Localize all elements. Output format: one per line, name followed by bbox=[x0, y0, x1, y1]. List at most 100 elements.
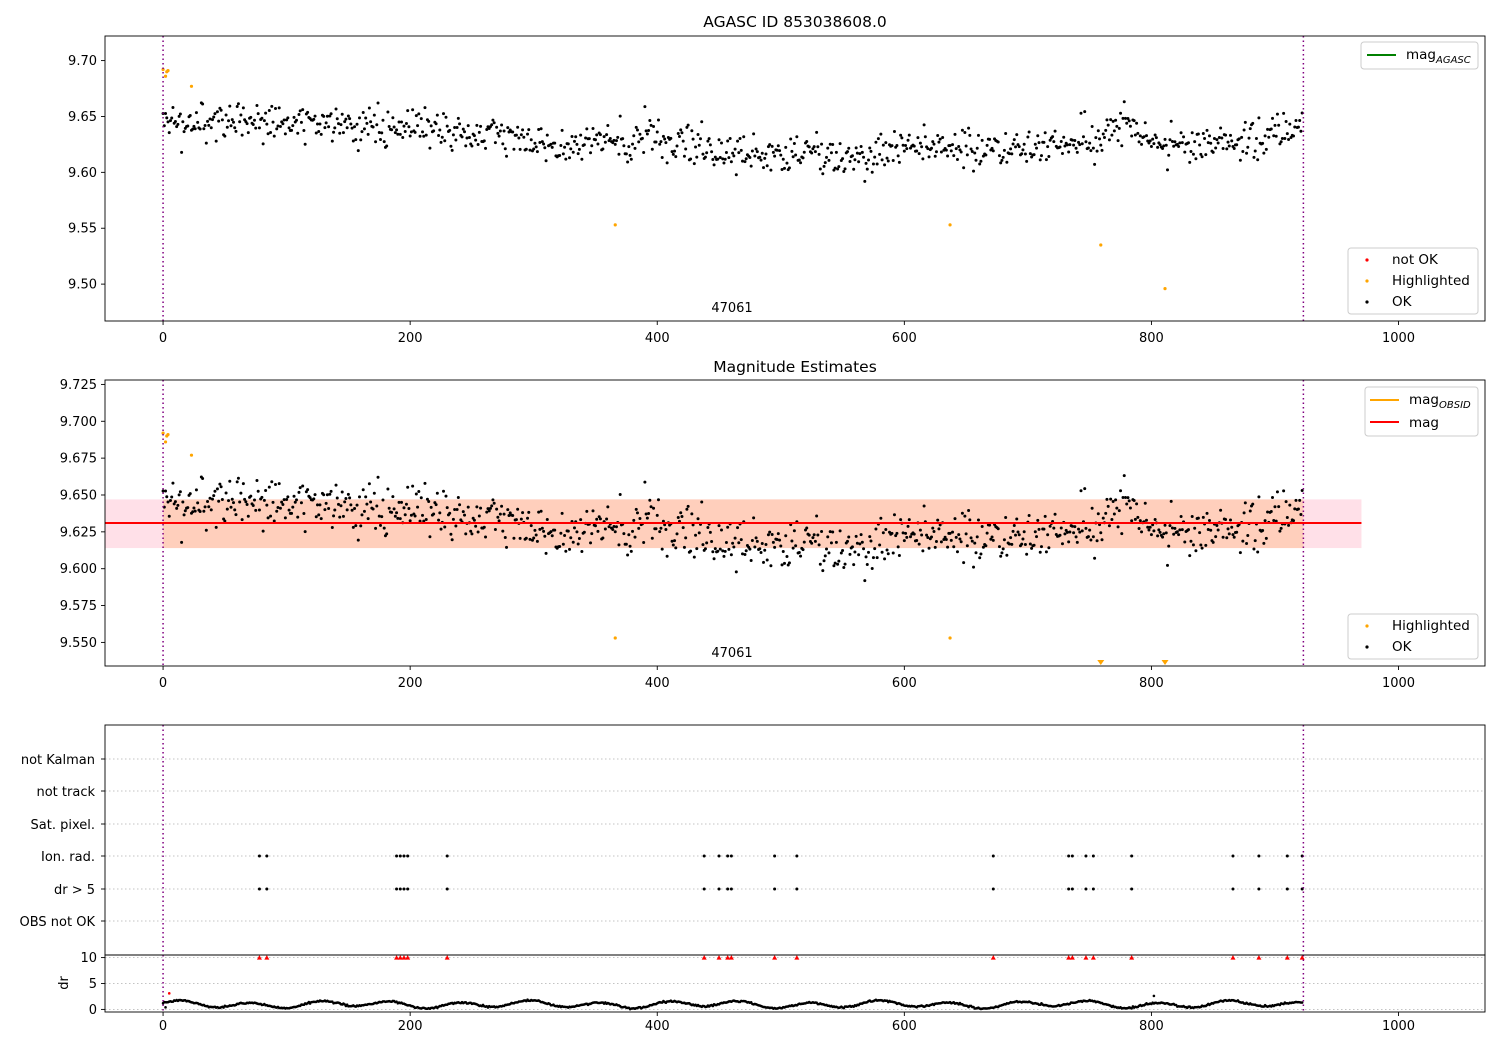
ok-point bbox=[246, 131, 250, 135]
ok-point bbox=[364, 116, 368, 120]
ok-point bbox=[1128, 506, 1132, 510]
ok-point bbox=[180, 150, 184, 154]
ok-point bbox=[1216, 141, 1220, 145]
ok-point bbox=[1001, 547, 1005, 551]
ok-point bbox=[905, 535, 909, 539]
ok-point bbox=[858, 152, 862, 156]
ok-point bbox=[314, 515, 318, 519]
ok-point bbox=[453, 125, 457, 129]
ok-point bbox=[737, 541, 741, 545]
ok-point bbox=[909, 535, 913, 539]
ok-point bbox=[607, 525, 611, 529]
ok-point bbox=[611, 141, 615, 145]
ok-point bbox=[186, 506, 190, 510]
ok-point bbox=[753, 545, 757, 549]
ok-point bbox=[335, 496, 339, 500]
ok-point bbox=[858, 542, 862, 546]
ok-point bbox=[1180, 141, 1184, 145]
ok-point bbox=[622, 144, 626, 148]
ok-point bbox=[215, 487, 219, 491]
ok-point bbox=[850, 545, 854, 549]
ok-point bbox=[1072, 531, 1076, 535]
ok-point bbox=[382, 140, 386, 144]
ok-point bbox=[834, 540, 838, 544]
ok-point bbox=[201, 477, 205, 481]
ok-point bbox=[1120, 532, 1124, 536]
ok-point bbox=[1025, 552, 1029, 556]
ok-point bbox=[262, 119, 266, 123]
ok-point bbox=[680, 131, 684, 135]
ok-point bbox=[560, 511, 564, 515]
ok-point bbox=[243, 497, 247, 501]
ok-point bbox=[962, 561, 966, 565]
ok-point bbox=[1077, 527, 1081, 531]
ok-point bbox=[353, 506, 357, 510]
ok-point bbox=[340, 490, 344, 494]
ok-point bbox=[859, 145, 863, 149]
ok-point bbox=[1144, 134, 1148, 138]
ok-point bbox=[1043, 131, 1047, 135]
highlighted-point bbox=[189, 453, 194, 457]
ok-point bbox=[965, 153, 969, 157]
ok-point bbox=[959, 540, 963, 544]
ok-point bbox=[1179, 514, 1183, 518]
ok-point bbox=[194, 488, 198, 492]
ok-point bbox=[414, 492, 418, 496]
ok-point bbox=[1112, 129, 1116, 133]
ok-point bbox=[727, 547, 731, 551]
legend-marker-ok bbox=[1365, 645, 1369, 649]
ok-point bbox=[1036, 518, 1040, 522]
ok-point bbox=[591, 509, 595, 513]
ok-point bbox=[391, 116, 395, 120]
ok-point bbox=[822, 164, 826, 168]
ok-point bbox=[1191, 152, 1195, 156]
ok-point bbox=[1020, 542, 1024, 546]
ok-point bbox=[926, 535, 930, 539]
ok-point bbox=[734, 570, 738, 574]
ok-point bbox=[701, 152, 705, 156]
ok-point bbox=[976, 133, 980, 137]
ok-point bbox=[593, 524, 597, 528]
ok-point bbox=[327, 507, 331, 511]
ok-point bbox=[750, 149, 754, 153]
ok-point bbox=[1063, 532, 1067, 536]
ok-point bbox=[571, 540, 575, 544]
ok-point bbox=[779, 153, 783, 157]
ok-point bbox=[497, 519, 501, 523]
ok-point bbox=[1073, 138, 1077, 142]
ok-point bbox=[1274, 134, 1278, 138]
ok-point bbox=[1235, 143, 1239, 147]
top-legend-lower: not OK Highlighted OK bbox=[1347, 247, 1479, 315]
ok-point bbox=[1283, 137, 1287, 141]
ok-point bbox=[890, 531, 894, 535]
ok-point bbox=[1183, 540, 1187, 544]
ok-point bbox=[689, 549, 693, 553]
ok-point bbox=[501, 529, 505, 533]
ok-point bbox=[545, 133, 549, 137]
ok-point bbox=[1246, 534, 1250, 538]
ok-point bbox=[896, 545, 900, 549]
ok-point bbox=[670, 539, 674, 543]
ok-point bbox=[230, 497, 234, 501]
ok-point bbox=[1059, 139, 1063, 143]
ok-point bbox=[1009, 536, 1013, 540]
ok-point bbox=[1275, 490, 1279, 494]
ok-point bbox=[1125, 502, 1129, 506]
ok-point bbox=[1107, 524, 1111, 528]
ok-point bbox=[973, 541, 977, 545]
ok-point bbox=[675, 144, 679, 148]
ok-point bbox=[450, 148, 454, 152]
ok-point bbox=[727, 156, 731, 160]
x-tick-label: 1000 bbox=[1382, 331, 1415, 346]
ok-point bbox=[270, 480, 274, 484]
ok-point bbox=[1165, 168, 1169, 172]
ok-point bbox=[402, 506, 406, 510]
ok-point bbox=[852, 563, 856, 567]
ok-point bbox=[1299, 129, 1303, 133]
ok-point bbox=[328, 492, 332, 496]
flag-point bbox=[1070, 887, 1074, 891]
ok-point bbox=[411, 108, 415, 112]
ok-point bbox=[656, 498, 660, 502]
ok-point bbox=[634, 125, 638, 129]
ok-point bbox=[721, 157, 725, 161]
